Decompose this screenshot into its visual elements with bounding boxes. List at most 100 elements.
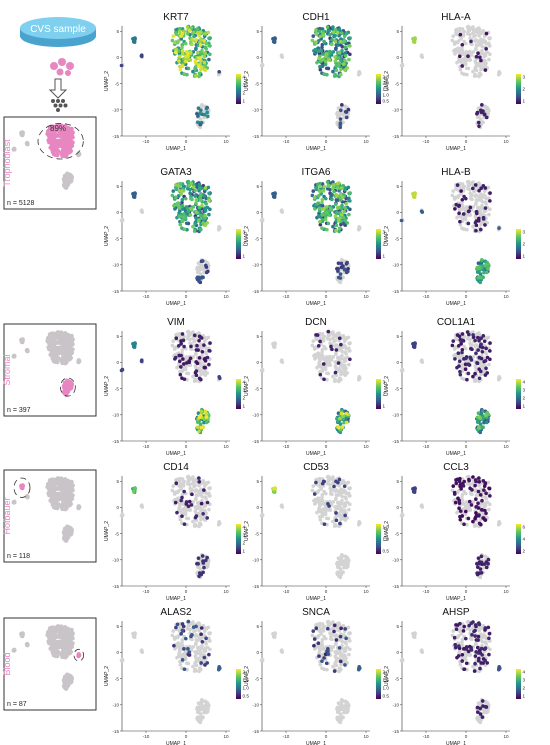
cell-point-expressed <box>460 64 464 68</box>
cell-point <box>487 41 491 46</box>
cell-point-expressed <box>186 206 190 211</box>
cell-point-expressed <box>171 34 176 38</box>
cell-point <box>198 117 203 121</box>
cell-point-expressed <box>342 209 346 214</box>
cell-point-expressed <box>183 196 188 201</box>
cell-point <box>479 192 483 197</box>
cell-point <box>181 502 185 506</box>
cell-point-expressed <box>182 227 187 231</box>
x-axis-label: UMAP_1 <box>446 451 466 457</box>
x-tick-label: 0 <box>325 444 328 449</box>
cell-point <box>49 137 55 143</box>
cell-point <box>343 104 348 109</box>
cell-point-expressed <box>345 221 350 225</box>
cell-point <box>343 554 348 559</box>
cell-point-expressed <box>178 222 183 227</box>
cell-point-expressed <box>197 182 202 187</box>
cell-point-expressed <box>207 362 211 367</box>
cell-point-expressed <box>197 356 202 360</box>
cell-point-expressed <box>339 192 343 197</box>
x-tick-label: -10 <box>423 139 430 144</box>
cell-point <box>54 141 59 147</box>
y-tick-label: 0 <box>116 55 119 60</box>
cell-point-expressed <box>181 207 185 211</box>
y-tick-label: 0 <box>116 360 119 365</box>
cell-point-expressed <box>333 55 337 59</box>
cell-point-expressed <box>326 501 330 506</box>
y-tick-label: -10 <box>112 108 119 113</box>
cell-point-expressed <box>194 198 199 202</box>
cell-point-expressed <box>475 270 480 274</box>
cell-point-expressed <box>177 59 181 63</box>
cell-point-expressed <box>476 419 480 423</box>
x-tick-label: -10 <box>423 294 430 299</box>
colorbar <box>376 74 381 104</box>
cell-point <box>64 535 69 541</box>
cell-point-expressed <box>194 46 198 51</box>
cell-point <box>64 143 70 149</box>
cell-point-expressed <box>194 348 199 352</box>
x-axis-label: UMAP_1 <box>446 146 466 152</box>
cell-point-expressed <box>339 342 343 347</box>
cell-point <box>462 72 467 76</box>
colorbar <box>516 379 521 409</box>
cell-point <box>178 517 183 522</box>
cell-point-expressed <box>316 194 321 198</box>
y-tick-label: -10 <box>252 108 259 113</box>
cell-point <box>64 333 69 338</box>
cell-point <box>202 504 206 509</box>
cell-point-expressed <box>321 362 326 366</box>
cell-point-expressed <box>483 68 488 72</box>
cell-point-expressed <box>177 29 182 34</box>
cell-point-expressed <box>180 197 185 202</box>
cell-point <box>347 507 351 512</box>
cell-point <box>488 52 492 57</box>
cell-point-expressed <box>469 346 473 351</box>
cell-point <box>452 197 457 201</box>
cell-point-expressed <box>482 339 487 344</box>
cell-point <box>474 343 478 347</box>
cell-point-expressed <box>179 189 184 193</box>
cell-point <box>469 196 473 201</box>
cell-point-expressed <box>478 55 482 60</box>
cell-point-expressed <box>195 120 200 124</box>
cell-point <box>484 497 488 501</box>
cell-point <box>63 353 68 359</box>
cell-point <box>199 516 203 520</box>
cell-point <box>334 343 338 347</box>
x-tick-label: 0 <box>325 139 328 144</box>
x-tick-label: -10 <box>423 444 430 449</box>
cell-point-expressed <box>461 212 466 216</box>
cell-point-expressed <box>314 480 318 485</box>
cell-point <box>498 71 502 76</box>
cell-point-expressed <box>181 338 186 343</box>
cell-point <box>477 483 481 488</box>
cell-point-expressed <box>337 229 341 234</box>
cell-point <box>488 502 492 507</box>
cell-point <box>46 639 51 644</box>
cell-point-expressed <box>171 189 176 193</box>
cell-point-expressed <box>458 372 463 377</box>
cell-point <box>479 51 484 56</box>
cell-point <box>480 199 485 204</box>
cell-point-expressed <box>204 47 208 51</box>
cell-point-expressed <box>347 191 351 196</box>
cell-point-expressed <box>203 32 207 36</box>
cell-point-expressed <box>197 415 202 419</box>
cell-point-expressed <box>320 226 324 230</box>
cell-point-expressed <box>200 259 205 263</box>
cell-point <box>348 502 352 507</box>
cell-point <box>187 508 192 512</box>
cell-point-expressed <box>173 50 178 55</box>
cell-point <box>51 481 56 487</box>
y-tick-label: -15 <box>112 439 119 444</box>
cell-point <box>482 209 486 214</box>
cell-point <box>347 341 351 346</box>
cell-point <box>53 152 58 157</box>
cell-point-expressed <box>131 490 136 494</box>
colorbar-tick-label: 0.5 <box>383 549 390 554</box>
cell-point-expressed <box>338 117 343 121</box>
cell-point-expressed <box>202 565 206 570</box>
cell-point <box>461 502 465 506</box>
cell-point-expressed <box>483 359 488 363</box>
